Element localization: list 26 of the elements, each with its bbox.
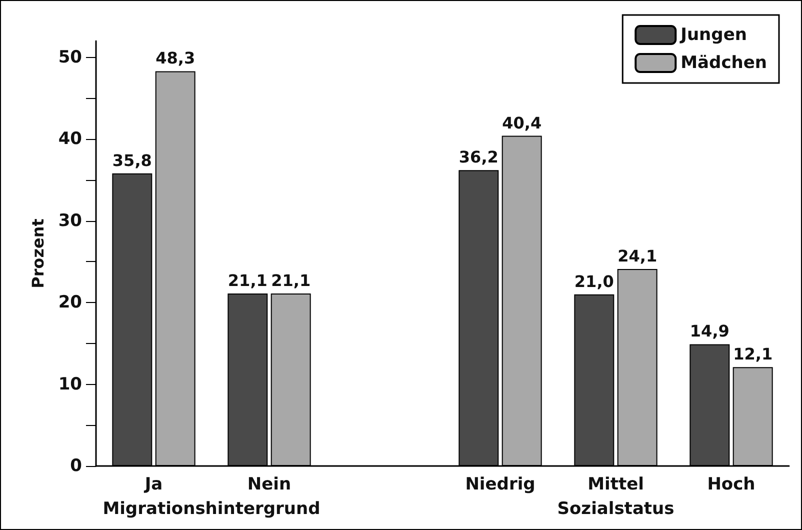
x-tick-label: Nein <box>247 474 292 494</box>
data-label: 21,1 <box>271 271 311 290</box>
data-label: 48,3 <box>156 48 196 68</box>
data-label: 12,1 <box>733 344 773 364</box>
y-tick-label: 30 <box>58 210 82 231</box>
legend-label: Jungen <box>680 25 747 45</box>
data-label: 35,8 <box>112 150 152 170</box>
y-tick-label: 0 <box>70 456 82 476</box>
y-tick-label: 50 <box>58 47 82 68</box>
x-tick-label: Niedrig <box>465 474 536 494</box>
text: Sozialstatus <box>557 499 674 519</box>
x-tick-label: Hoch <box>707 474 756 494</box>
x-tick-label: Mittel <box>588 474 644 494</box>
text: Migrationshintergrund <box>102 499 320 519</box>
y-tick-label: 40 <box>58 129 82 150</box>
data-label: 14,9 <box>690 322 730 341</box>
legend-label: Mädchen <box>680 53 768 73</box>
data-label: 21,0 <box>574 272 614 291</box>
data-label: 36,2 <box>458 148 498 167</box>
y-tick-label: 10 <box>58 374 82 394</box>
data-label: 24,1 <box>618 246 658 266</box>
y-tick-label: 20 <box>58 292 82 313</box>
data-label: 40,4 <box>502 113 542 132</box>
x-tick-label: Ja <box>144 474 163 494</box>
y-axis-title: Prozent <box>28 218 48 288</box>
data-label: 21,1 <box>228 271 268 290</box>
